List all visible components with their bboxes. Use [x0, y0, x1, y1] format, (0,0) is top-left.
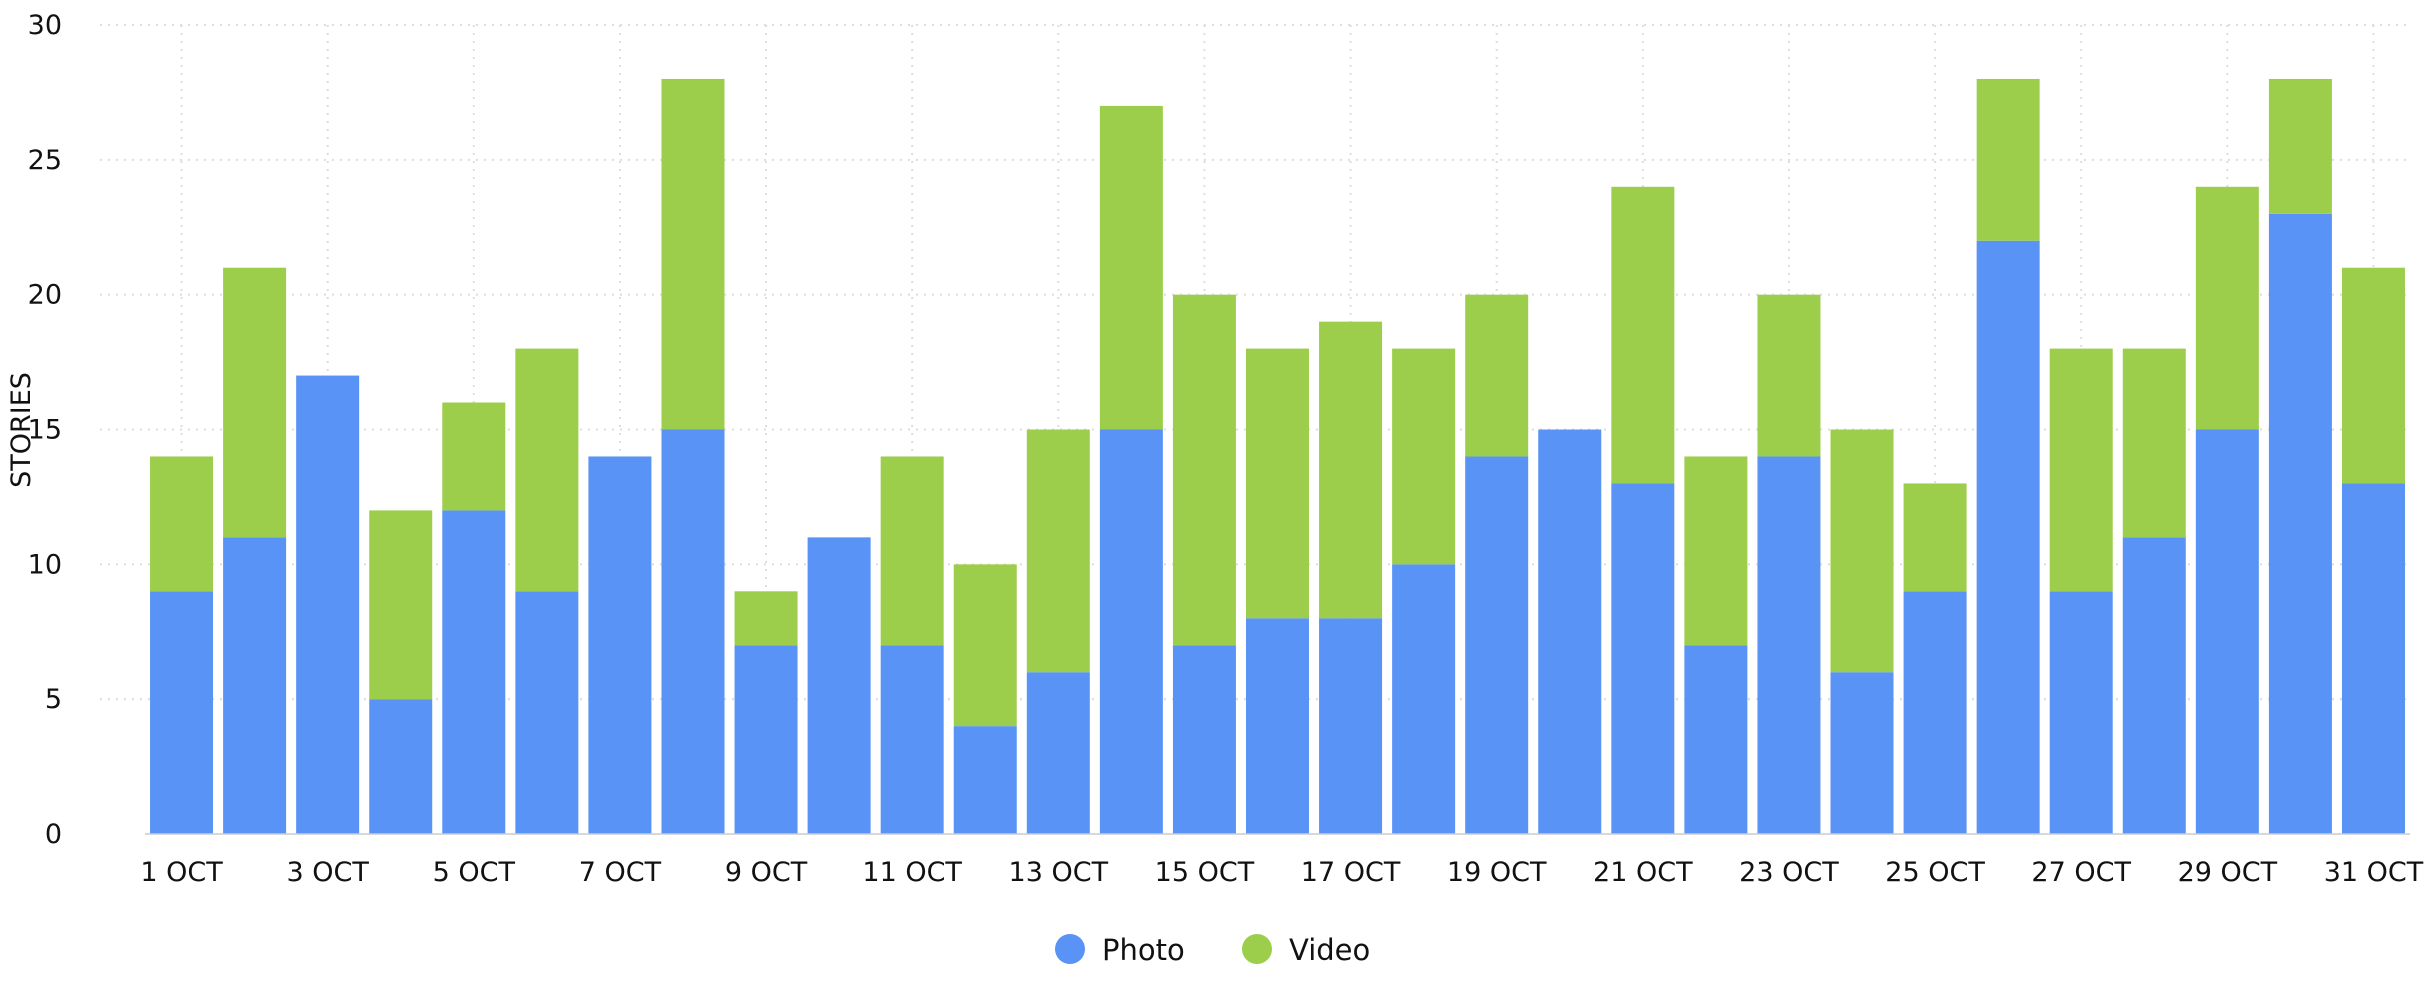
- bar-video-14[interactable]: [1099, 105, 1163, 430]
- bar-video-17[interactable]: [1319, 321, 1383, 619]
- bar-photo-19[interactable]: [1465, 456, 1529, 834]
- bar-video-21[interactable]: [1611, 186, 1675, 484]
- bar-photo-8[interactable]: [661, 429, 725, 835]
- bar-photo-27[interactable]: [2049, 591, 2113, 834]
- bar-video-4[interactable]: [369, 510, 433, 700]
- x-tick-label: 11 OCT: [862, 857, 962, 888]
- legend-label-video: Video: [1289, 933, 1370, 967]
- legend-swatch-video: [1242, 934, 1272, 964]
- bar-video-26[interactable]: [1976, 78, 2040, 241]
- bar-video-29[interactable]: [2195, 186, 2259, 430]
- bar-video-8[interactable]: [661, 78, 725, 430]
- bar-photo-26[interactable]: [1976, 240, 2040, 834]
- bar-photo-29[interactable]: [2195, 429, 2259, 835]
- bar-video-11[interactable]: [880, 456, 944, 646]
- x-tick-label: 1 OCT: [140, 857, 223, 888]
- y-tick-label: 20: [28, 280, 62, 311]
- bar-photo-15[interactable]: [1172, 645, 1236, 834]
- x-tick-label: 25 OCT: [1885, 857, 1985, 888]
- bar-video-1[interactable]: [150, 456, 214, 592]
- bar-photo-10[interactable]: [807, 537, 871, 834]
- bar-photo-9[interactable]: [734, 645, 798, 834]
- bar-video-16[interactable]: [1246, 348, 1309, 619]
- bar-photo-4[interactable]: [369, 699, 433, 834]
- x-tick-label: 3 OCT: [286, 857, 369, 888]
- bar-photo-25[interactable]: [1903, 591, 1967, 834]
- bar-video-12[interactable]: [953, 564, 1017, 727]
- bar-photo-18[interactable]: [1392, 564, 1456, 834]
- bar-video-27[interactable]: [2049, 348, 2113, 592]
- y-axis-label: STORIES: [6, 372, 37, 488]
- bar-photo-16[interactable]: [1246, 618, 1309, 834]
- bar-photo-24[interactable]: [1830, 672, 1894, 834]
- bar-photo-6[interactable]: [515, 591, 579, 834]
- bar-photo-17[interactable]: [1319, 618, 1383, 834]
- legend: Photo Video: [1055, 933, 1370, 967]
- bar-photo-5[interactable]: [442, 510, 506, 834]
- x-tick-label: 9 OCT: [725, 857, 808, 888]
- legend-swatch-photo: [1055, 934, 1085, 964]
- bar-video-23[interactable]: [1757, 294, 1821, 457]
- y-tick-label: 5: [45, 684, 62, 715]
- x-axis-ticks: 1 OCT 3 OCT 5 OCT 7 OCT 9 OCT 11 OCT 13 OCT 15 …: [140, 857, 2423, 888]
- bar-photo-30[interactable]: [2268, 213, 2332, 834]
- bar-photo-13[interactable]: [1026, 672, 1090, 834]
- bar-video-18[interactable]: [1392, 348, 1456, 565]
- bar-photo-21[interactable]: [1611, 483, 1675, 834]
- y-tick-label: 15: [28, 415, 62, 446]
- x-tick-label: 21 OCT: [1593, 857, 1693, 888]
- bar-video-28[interactable]: [2122, 348, 2186, 538]
- bar-video-15[interactable]: [1172, 294, 1236, 646]
- bar-photo-31[interactable]: [2341, 483, 2405, 834]
- legend-item-video[interactable]: Video: [1242, 933, 1370, 967]
- y-tick-label: 10: [28, 549, 62, 580]
- bar-video-22[interactable]: [1684, 456, 1748, 646]
- bar-video-5[interactable]: [442, 402, 506, 511]
- bar-video-31[interactable]: [2341, 267, 2405, 484]
- bar-photo-22[interactable]: [1684, 645, 1748, 834]
- x-tick-label: 7 OCT: [579, 857, 662, 888]
- x-tick-label: 27 OCT: [2031, 857, 2131, 888]
- bar-video-6[interactable]: [515, 348, 579, 592]
- x-tick-label: 15 OCT: [1155, 857, 1255, 888]
- x-tick-label: 29 OCT: [2178, 857, 2278, 888]
- x-tick-label: 31 OCT: [2324, 857, 2424, 888]
- x-tick-label: 17 OCT: [1301, 857, 1401, 888]
- y-tick-label: 30: [28, 10, 62, 41]
- bar-video-25[interactable]: [1903, 483, 1967, 592]
- bars: [150, 78, 2405, 835]
- y-axis-ticks: 0 5 10 15 20 25 30: [28, 10, 62, 850]
- bar-video-9[interactable]: [734, 591, 798, 646]
- x-tick-label: 13 OCT: [1009, 857, 1109, 888]
- bar-video-24[interactable]: [1830, 429, 1894, 673]
- bar-photo-2[interactable]: [223, 537, 287, 834]
- bar-photo-20[interactable]: [1538, 429, 1602, 835]
- legend-item-photo[interactable]: Photo: [1055, 933, 1185, 967]
- bar-photo-1[interactable]: [150, 591, 214, 834]
- bar-video-19[interactable]: [1465, 294, 1529, 457]
- bar-photo-28[interactable]: [2122, 537, 2186, 834]
- y-tick-label: 0: [45, 819, 62, 850]
- bar-photo-14[interactable]: [1099, 429, 1163, 835]
- y-tick-label: 25: [28, 145, 62, 176]
- bar-photo-3[interactable]: [296, 375, 360, 834]
- x-tick-label: 5 OCT: [433, 857, 516, 888]
- bar-photo-11[interactable]: [880, 645, 944, 834]
- legend-label-photo: Photo: [1102, 933, 1185, 967]
- bar-video-2[interactable]: [223, 267, 287, 538]
- x-tick-label: 19 OCT: [1447, 857, 1547, 888]
- x-tick-label: 23 OCT: [1739, 857, 1839, 888]
- bar-photo-12[interactable]: [953, 726, 1017, 834]
- bar-photo-23[interactable]: [1757, 456, 1821, 834]
- bar-video-30[interactable]: [2268, 78, 2332, 214]
- bar-video-13[interactable]: [1026, 429, 1090, 673]
- bar-photo-7[interactable]: [588, 456, 652, 834]
